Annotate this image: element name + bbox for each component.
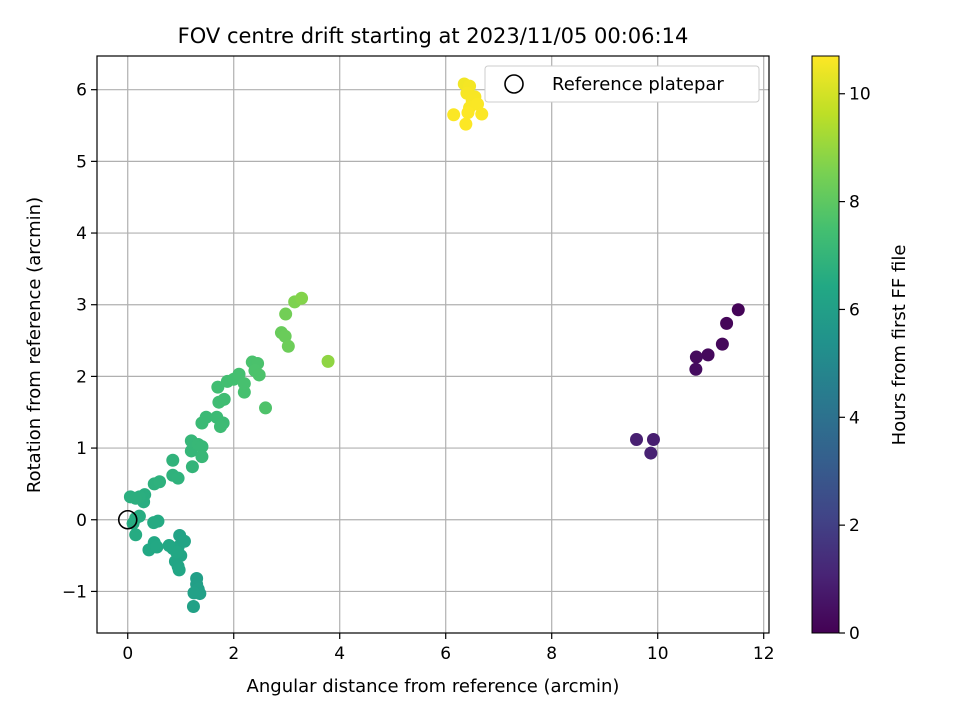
y-axis-ticks: −1 0 1 2 3 4 5 6 [62, 81, 97, 602]
reference-platepar-marker [117, 509, 138, 530]
legend-entry-label: Reference platepar [552, 74, 724, 95]
data-point [461, 106, 475, 120]
data-point [166, 453, 180, 467]
data-point [278, 329, 292, 343]
plot-frame [96, 55, 770, 634]
colorbar-tick-label: 2 [849, 516, 860, 536]
data-point [646, 432, 660, 446]
x-tick-label: 2 [228, 644, 239, 664]
data-point [129, 511, 143, 525]
data-point [252, 368, 266, 382]
data-point [720, 316, 734, 330]
y-tick-label: 6 [76, 81, 87, 101]
colorbar-tick-label: 6 [849, 300, 860, 320]
data-point [715, 337, 729, 351]
data-point [150, 540, 164, 554]
data-point [259, 401, 273, 415]
data-point [211, 380, 225, 394]
data-point [295, 291, 309, 305]
chart-title: FOV centre drift starting at 2023/11/05 … [178, 24, 689, 48]
data-point [459, 117, 473, 131]
data-point [199, 410, 213, 424]
legend: Reference platepar [484, 65, 760, 103]
y-tick-label: 0 [76, 511, 87, 531]
y-tick-label: 2 [76, 367, 87, 387]
x-tick-label: 8 [546, 644, 557, 664]
data-point [321, 354, 335, 368]
data-point [701, 348, 715, 362]
data-point [447, 108, 461, 122]
x-tick-label: 0 [122, 644, 133, 664]
y-axis-label: Rotation from reference (arcmin) [24, 197, 45, 493]
data-point [129, 528, 143, 542]
data-point [731, 303, 745, 317]
data-point [471, 97, 485, 111]
data-point [213, 420, 227, 434]
legend-box [484, 65, 760, 103]
data-point [689, 362, 703, 376]
x-axis-ticks: 0 2 4 6 8 10 12 [122, 633, 775, 664]
colorbar-tick-label: 8 [849, 193, 860, 213]
colorbar-label: Hours from first FF file [889, 245, 910, 446]
colorbar: 0 2 4 6 8 10 Hours from first FF file [811, 55, 910, 644]
data-point [689, 350, 703, 364]
colorbar-tick-label: 0 [849, 624, 860, 644]
y-tick-label: 3 [76, 296, 87, 316]
data-point [237, 377, 251, 391]
x-axis-label: Angular distance from reference (arcmin) [247, 676, 620, 697]
y-tick-label: −1 [62, 582, 87, 602]
data-point [153, 475, 167, 489]
colorbar-tick-label: 10 [849, 85, 871, 105]
x-tick-label: 12 [753, 644, 775, 664]
data-point [475, 107, 489, 121]
data-point [185, 460, 199, 474]
y-tick-label: 5 [76, 152, 87, 172]
legend-marker-icon [504, 74, 524, 94]
x-tick-label: 4 [334, 644, 345, 664]
data-point [186, 599, 200, 613]
data-point [187, 586, 201, 600]
data-point [171, 471, 185, 485]
grid-lines [97, 56, 769, 633]
data-point [169, 545, 183, 559]
data-point [644, 446, 658, 460]
data-point [172, 563, 186, 577]
data-point [217, 392, 231, 406]
x-tick-label: 6 [440, 644, 451, 664]
colorbar-tick-label: 4 [849, 408, 860, 428]
data-point [195, 440, 209, 454]
data-point [281, 339, 295, 353]
colorbar-ticks: 0 2 4 6 8 10 [839, 85, 871, 644]
data-point [195, 450, 209, 464]
data-point [129, 491, 143, 505]
colorbar-gradient [811, 55, 840, 634]
data-point [630, 432, 644, 446]
x-tick-label: 10 [647, 644, 669, 664]
y-tick-label: 4 [76, 224, 87, 244]
data-point [147, 516, 161, 530]
data-points [123, 77, 745, 613]
y-tick-label: 1 [76, 439, 87, 459]
data-point [279, 307, 293, 321]
